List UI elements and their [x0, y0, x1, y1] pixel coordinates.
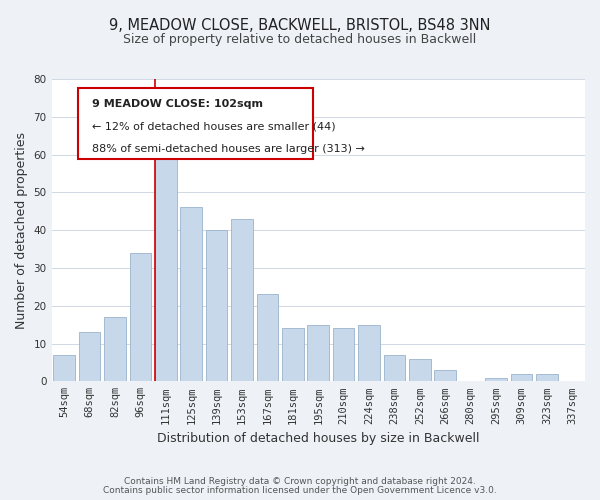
Bar: [536, 374, 557, 382]
Bar: [409, 358, 431, 382]
Bar: [130, 253, 151, 382]
Bar: [307, 324, 329, 382]
Bar: [333, 328, 355, 382]
Bar: [358, 324, 380, 382]
Bar: [383, 355, 405, 382]
Y-axis label: Number of detached properties: Number of detached properties: [15, 132, 28, 328]
Bar: [104, 317, 126, 382]
Bar: [485, 378, 507, 382]
Bar: [511, 374, 532, 382]
X-axis label: Distribution of detached houses by size in Backwell: Distribution of detached houses by size …: [157, 432, 479, 445]
Bar: [155, 154, 176, 382]
Bar: [181, 208, 202, 382]
Bar: [231, 219, 253, 382]
Bar: [53, 355, 75, 382]
Bar: [434, 370, 456, 382]
Text: 9, MEADOW CLOSE, BACKWELL, BRISTOL, BS48 3NN: 9, MEADOW CLOSE, BACKWELL, BRISTOL, BS48…: [109, 18, 491, 32]
Bar: [206, 230, 227, 382]
Text: Contains HM Land Registry data © Crown copyright and database right 2024.: Contains HM Land Registry data © Crown c…: [124, 477, 476, 486]
Text: Size of property relative to detached houses in Backwell: Size of property relative to detached ho…: [124, 32, 476, 46]
Text: Contains public sector information licensed under the Open Government Licence v3: Contains public sector information licen…: [103, 486, 497, 495]
Bar: [79, 332, 100, 382]
Text: ← 12% of detached houses are smaller (44): ← 12% of detached houses are smaller (44…: [92, 122, 335, 132]
FancyBboxPatch shape: [78, 88, 313, 159]
Text: 9 MEADOW CLOSE: 102sqm: 9 MEADOW CLOSE: 102sqm: [92, 98, 263, 108]
Bar: [257, 294, 278, 382]
Bar: [282, 328, 304, 382]
Text: 88% of semi-detached houses are larger (313) →: 88% of semi-detached houses are larger (…: [92, 144, 364, 154]
